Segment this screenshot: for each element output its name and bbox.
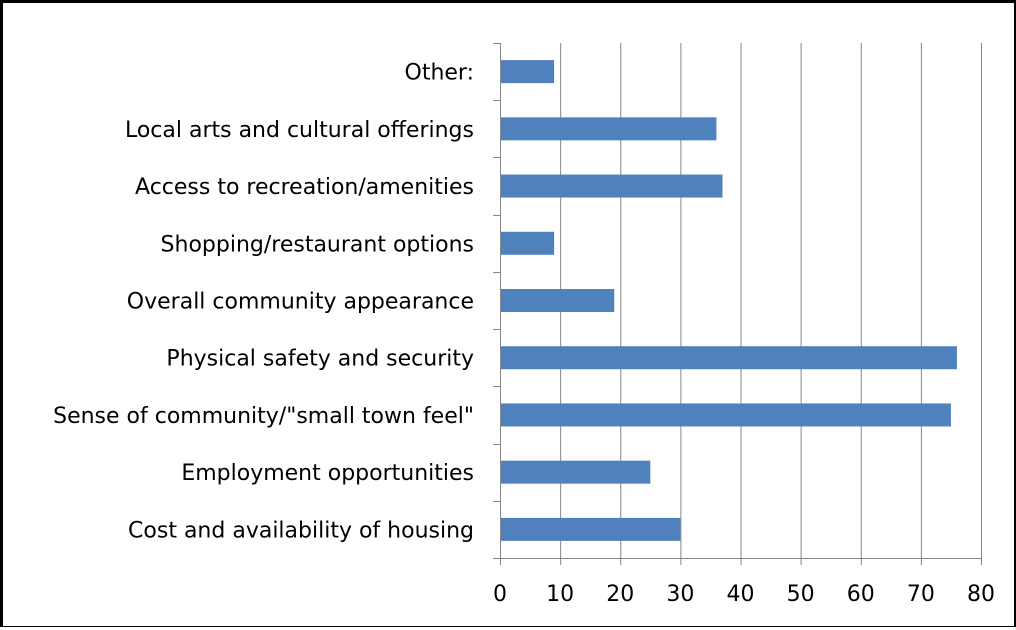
bar-5 — [500, 346, 957, 370]
category-label-2: Access to recreation/amenities — [135, 175, 474, 200]
x-tick-label-40: 40 — [727, 582, 755, 607]
x-tick-label-60: 60 — [847, 582, 875, 607]
bar-3 — [500, 231, 555, 255]
bar-7 — [500, 460, 651, 484]
x-tick-label-50: 50 — [787, 582, 815, 607]
bars — [500, 60, 957, 541]
category-label-5: Physical safety and security — [166, 347, 474, 372]
category-label-7: Employment opportunities — [181, 461, 474, 486]
category-label-4: Overall community appearance — [127, 290, 474, 315]
x-tick-label-0: 0 — [493, 582, 507, 607]
category-label-0: Other: — [405, 61, 475, 86]
bar-1 — [500, 117, 717, 141]
bar-4 — [500, 289, 615, 312]
x-tick-label-80: 80 — [967, 582, 995, 607]
x-tick-label-70: 70 — [907, 582, 935, 607]
category-label-3: Shopping/restaurant options — [161, 232, 474, 257]
category-label-6: Sense of community/"small town feel" — [53, 404, 474, 429]
bar-chart: Other: Local arts and cultural offerings A… — [53, 43, 995, 607]
category-label-1: Local arts and cultural offerings — [125, 118, 474, 143]
x-tick-label-30: 30 — [666, 582, 694, 607]
bar-2 — [500, 174, 723, 198]
x-tick-label-20: 20 — [606, 582, 634, 607]
bar-0 — [500, 60, 555, 84]
axes — [493, 43, 982, 565]
category-labels: Other: Local arts and cultural offerings A… — [53, 61, 474, 544]
x-tick-labels: 0 10 20 30 40 50 60 70 80 — [493, 582, 995, 607]
bar-8 — [500, 517, 681, 541]
x-tick-label-10: 10 — [546, 582, 574, 607]
category-label-8: Cost and availability of housing — [128, 518, 474, 543]
bar-6 — [500, 403, 951, 427]
